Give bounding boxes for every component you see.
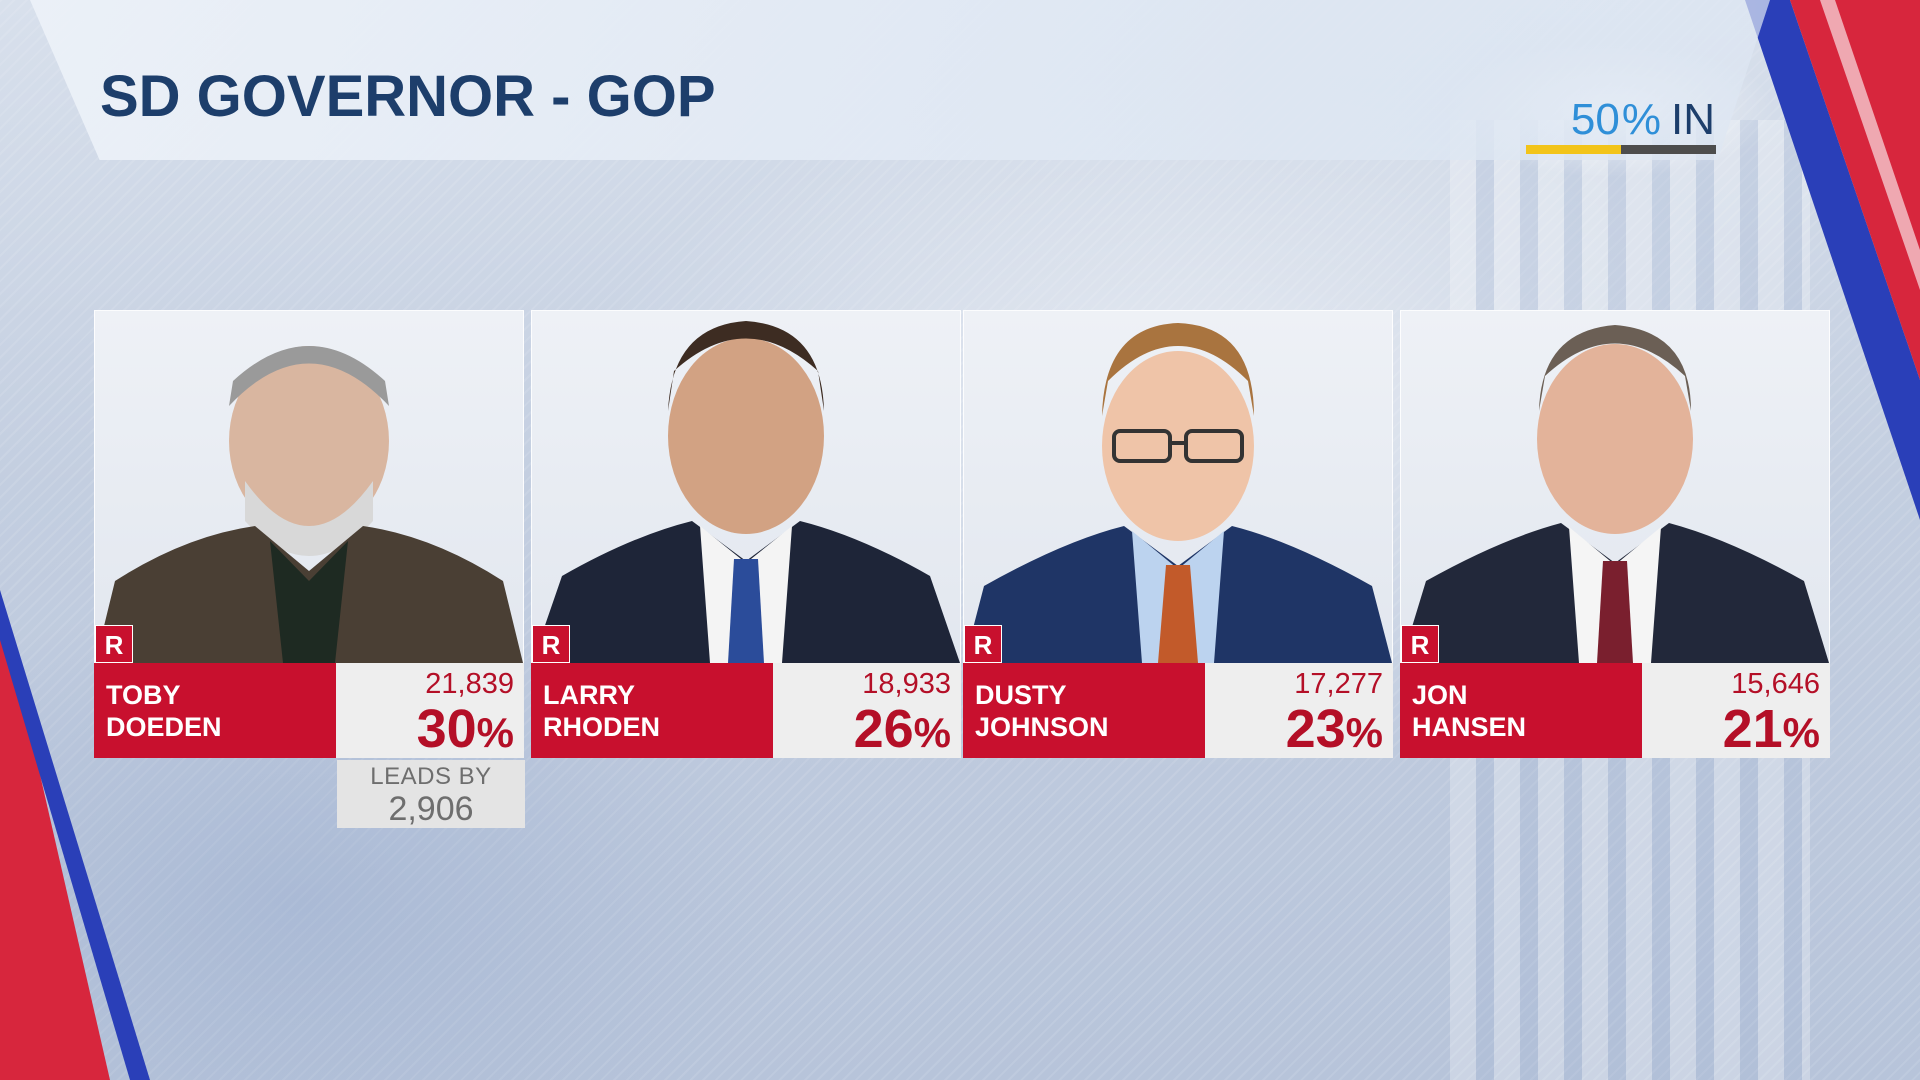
lead-margin-box: LEADS BY 2,906 xyxy=(337,760,525,828)
party-badge: R xyxy=(1401,625,1439,663)
header-panel xyxy=(30,0,1770,160)
candidate-first-name: LARRY xyxy=(543,680,635,710)
candidate-name: TOBY DOEDEN xyxy=(94,663,336,758)
vote-percent-value: 30 xyxy=(416,699,477,759)
vote-percent: 21% xyxy=(1642,701,1820,761)
candidate-photo: R xyxy=(531,310,961,664)
vote-percent-symbol: % xyxy=(1345,709,1383,756)
vote-percent-symbol: % xyxy=(913,709,951,756)
person-silhouette-icon xyxy=(532,321,960,663)
candidate-name: DUSTY JOHNSON xyxy=(963,663,1205,758)
vote-count: 18,933 xyxy=(862,668,951,700)
candidate-result: 15,646 21% xyxy=(1642,663,1830,758)
candidate-card: R DUSTY JOHNSON 17,277 23% xyxy=(963,310,1393,758)
vote-percent: 26% xyxy=(773,701,951,761)
party-badge: R xyxy=(964,625,1002,663)
lead-margin-value: 2,906 xyxy=(388,790,474,828)
candidate-last-name: RHODEN xyxy=(543,712,661,742)
candidate-last-name: DOEDEN xyxy=(106,712,222,742)
reporting-percent-symbol: % xyxy=(1621,95,1661,144)
vote-count: 15,646 xyxy=(1731,668,1820,700)
candidate-first-name: JON xyxy=(1412,680,1468,710)
vote-percent-value: 21 xyxy=(1722,699,1783,759)
candidate-last-name: HANSEN xyxy=(1412,712,1527,742)
candidate-card: R LARRY RHODEN 18,933 26% xyxy=(531,310,961,758)
vote-percent: 23% xyxy=(1205,701,1383,761)
reporting-status: 50 % IN xyxy=(1525,92,1715,148)
reporting-label: IN xyxy=(1671,95,1715,144)
reporting-percent: 50 xyxy=(1570,95,1620,144)
race-title: SD GOVERNOR - GOP xyxy=(100,64,716,129)
person-silhouette-icon xyxy=(1401,325,1829,663)
party-badge: R xyxy=(95,625,133,663)
reporting-progress-fill xyxy=(1526,145,1621,154)
candidate-name: JON HANSEN xyxy=(1400,663,1642,758)
party-badge: R xyxy=(532,625,570,663)
lead-label: LEADS BY xyxy=(370,763,492,790)
vote-percent-value: 23 xyxy=(1285,699,1346,759)
person-silhouette-icon xyxy=(964,323,1392,663)
candidate-card: R JON HANSEN 15,646 21% xyxy=(1400,310,1830,758)
reporting-progress-bar xyxy=(1526,145,1716,154)
candidate-first-name: TOBY xyxy=(106,680,181,710)
vote-percent-symbol: % xyxy=(1782,709,1820,756)
candidate-result: 21,839 30% xyxy=(336,663,524,758)
vote-percent-symbol: % xyxy=(476,709,514,756)
vote-percent: 30% xyxy=(336,701,514,761)
vote-count: 21,839 xyxy=(425,668,514,700)
person-silhouette-icon xyxy=(95,346,523,663)
candidate-result: 18,933 26% xyxy=(773,663,961,758)
candidate-card: R TOBY DOEDEN 21,839 30% xyxy=(94,310,524,758)
vote-percent-value: 26 xyxy=(853,699,914,759)
candidate-name: LARRY RHODEN xyxy=(531,663,773,758)
candidate-first-name: DUSTY xyxy=(975,680,1067,710)
candidate-result: 17,277 23% xyxy=(1205,663,1393,758)
candidate-photo: R xyxy=(1400,310,1830,664)
vote-count: 17,277 xyxy=(1294,668,1383,700)
candidate-photo: R xyxy=(94,310,524,664)
candidate-last-name: JOHNSON xyxy=(975,712,1109,742)
candidate-photo: R xyxy=(963,310,1393,664)
